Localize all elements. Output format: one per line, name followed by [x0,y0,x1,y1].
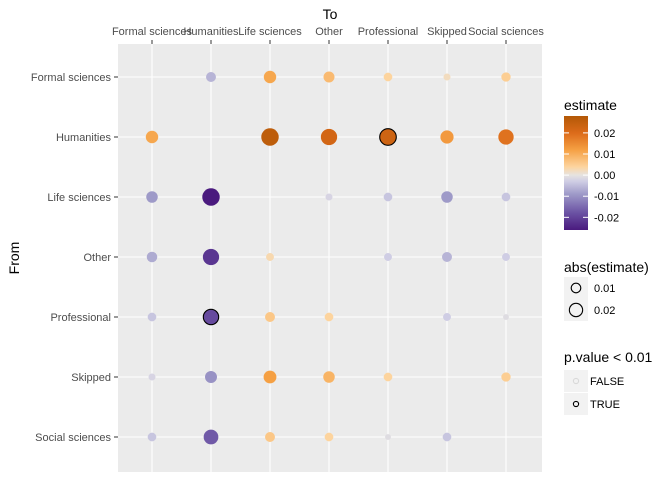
point-skipped-to-life-sciences [263,370,277,384]
significance-legend-symbol-false [572,377,580,385]
point-life-sciences-to-professional [383,192,393,202]
colorbar-label-0-01: -0.01 [594,191,619,203]
size-legend-label-0-02: 0.02 [594,305,615,317]
significance-legend-label-false: FALSE [590,376,624,388]
point-formal-sciences-to-professional [383,72,393,82]
point-social-sciences-to-skipped [442,432,452,442]
size-legend: abs(estimate) 0.01 0.02 [564,259,649,321]
plot-panel [118,44,542,472]
y-tick-label-other: Other [83,252,111,264]
x-tick-label-life-sciences: Life sciences [238,26,302,38]
size-legend-keys: 0.01 0.02 [564,277,615,321]
point-professional-to-social-sciences [503,314,509,320]
size-legend-label-0-01: 0.01 [594,283,615,295]
point-professional-to-skipped [443,313,451,321]
point-life-sciences-to-other [325,193,333,201]
significance-legend-symbol-true [572,400,580,408]
colorbar-label-0-00: 0.00 [594,170,615,182]
point-formal-sciences-to-life-sciences [263,70,277,84]
point-humanities-to-skipped [440,130,454,144]
point-skipped-to-other [323,371,335,383]
y-tick-label-humanities: Humanities [56,132,112,144]
y-axis-ticks: Formal sciences Humanities Life sciences Ot… [31,72,118,444]
point-humanities-to-life-sciences [261,128,279,146]
x-tick-label-social-sciences: Social sciences [468,26,544,38]
y-tick-label-skipped: Skipped [71,372,111,384]
point-humanities-to-formal-sciences [145,130,159,144]
point-social-sciences-to-humanities [203,429,219,445]
point-life-sciences-to-social-sciences [501,192,511,202]
point-professional-to-formal-sciences [147,312,157,322]
estimate-legend: estimate 0.02 0.01 0.00 -0.01 -0.02 [564,97,619,230]
point-humanities-to-professional [379,128,397,146]
point-other-to-social-sciences [502,253,510,261]
significance-legend-key-bg-false [564,370,588,392]
significance-legend-label-true: TRUE [590,399,620,411]
significance-legend: p.value < 0.01 FALSE TRUE [564,349,653,415]
point-social-sciences-to-other [324,432,334,442]
point-other-to-professional [384,253,392,261]
estimate-colorbar [564,116,588,230]
point-skipped-to-humanities [205,371,217,383]
significance-legend-key-bg-true [564,393,588,415]
estimate-legend-title: estimate [564,97,617,113]
y-tick-label-life-sciences: Life sciences [47,192,111,204]
colorbar-label-0-01: 0.01 [594,149,615,161]
point-social-sciences-to-professional [385,434,391,440]
point-other-to-life-sciences [266,253,274,261]
y-tick-label-professional: Professional [50,312,111,324]
y-axis-title: From [6,242,22,275]
point-skipped-to-professional [383,372,393,382]
significance-legend-keys: FALSE TRUE [564,370,624,415]
point-life-sciences-to-humanities [202,188,220,206]
point-formal-sciences-to-skipped [443,73,451,81]
point-humanities-to-social-sciences [498,129,514,145]
significance-legend-title: p.value < 0.01 [564,349,653,365]
point-professional-to-life-sciences [265,312,275,322]
point-professional-to-other [324,312,334,322]
x-tick-label-other: Other [315,26,343,38]
y-tick-label-formal-sciences: Formal sciences [31,72,112,84]
point-other-to-humanities [202,248,220,266]
point-other-to-skipped [442,252,452,262]
x-tick-label-humanities: Humanities [183,26,239,38]
point-professional-to-humanities [202,308,220,326]
x-tick-label-professional: Professional [358,26,419,38]
data-points [145,70,514,445]
point-skipped-to-social-sciences [501,372,511,382]
y-tick-label-social-sciences: Social sciences [35,432,111,444]
point-formal-sciences-to-other [323,71,335,83]
x-axis-title: To [323,6,338,22]
point-social-sciences-to-life-sciences [265,432,275,442]
point-life-sciences-to-skipped [441,191,453,203]
size-legend-key-bg-0-01 [564,277,588,299]
size-legend-key-bg-0-02 [564,299,588,321]
colorbar-label-0-02: 0.02 [594,128,615,140]
x-tick-label-formal-sciences: Formal sciences [112,26,193,38]
point-formal-sciences-to-humanities [206,72,216,82]
point-life-sciences-to-formal-sciences [146,191,158,203]
point-skipped-to-formal-sciences [148,373,156,381]
size-legend-circle-0-02 [568,302,584,318]
size-legend-circle-0-01 [570,282,582,294]
point-other-to-formal-sciences [146,251,158,263]
size-legend-title: abs(estimate) [564,259,649,275]
point-social-sciences-to-formal-sciences [147,432,157,442]
estimate-colorbar-ticks: 0.02 0.01 0.00 -0.01 -0.02 [564,128,619,224]
x-tick-label-skipped: Skipped [427,26,467,38]
point-humanities-to-other [320,128,338,146]
point-formal-sciences-to-social-sciences [501,72,511,82]
colorbar-label-0-02: -0.02 [594,212,619,224]
